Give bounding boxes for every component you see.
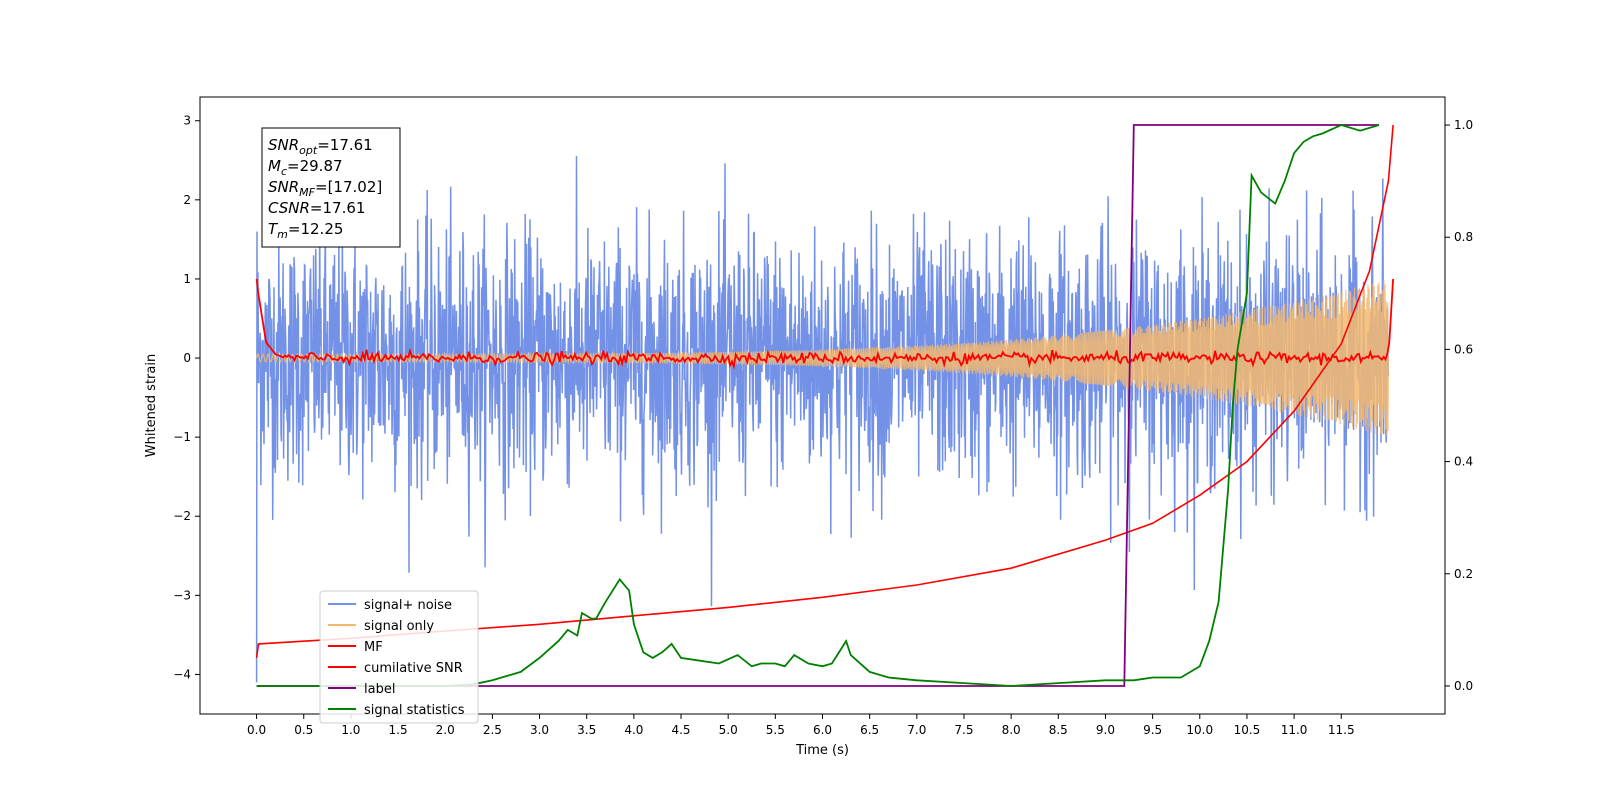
y-tick-label: 3	[183, 114, 191, 128]
x-tick-label: 5.5	[766, 723, 785, 737]
y2-tick-label: 0.4	[1454, 455, 1473, 469]
legend-entry: signal statistics	[364, 703, 465, 718]
y-tick-label: −4	[173, 667, 191, 681]
x-tick-label: 4.0	[624, 723, 643, 737]
x-tick-label: 5.0	[719, 723, 738, 737]
annotation-line: Tm=12.25	[268, 220, 343, 241]
annotation-frame	[261, 127, 401, 248]
legend-entry: signal only	[364, 619, 434, 634]
series-label	[256, 124, 1379, 687]
annotation-line: SNRopt=17.61	[268, 136, 373, 157]
y2-tick-label: 1.0	[1454, 118, 1473, 132]
y2-tick-label: 0.0	[1454, 679, 1473, 693]
x-tick-label: 0.0	[247, 723, 266, 737]
y-axis-label: Whitened strain	[144, 354, 159, 457]
y-tick-label: 1	[183, 272, 191, 286]
annotation-line: CSNR=17.61	[268, 199, 365, 217]
x-tick-label: 0.5	[294, 723, 313, 737]
y-tick-label: −3	[173, 588, 191, 602]
x-tick-label: 8.5	[1049, 723, 1068, 737]
x-tick-label: 2.5	[483, 723, 502, 737]
axis-ticks: 0.0 0.5 1.0 1.5 2.0 2.5 3.0 3.5 4.0 4.5 5.0 5.5 6.0 6…	[173, 114, 1473, 737]
series-signal-statistics	[256, 124, 1380, 687]
x-tick-label: 9.0	[1096, 723, 1115, 737]
x-tick-label: 7.5	[954, 723, 973, 737]
annotation-line: SNRMF=[17.02]	[268, 178, 382, 199]
y2-tick-label: 0.2	[1454, 567, 1473, 581]
annotation-line: Mc=29.87	[268, 157, 343, 178]
series-mf	[255, 278, 1394, 370]
x-axis-label: Time (s)	[795, 743, 849, 758]
y-tick-label: −1	[173, 430, 191, 444]
y-tick-label: 2	[183, 193, 191, 207]
y-tick-label: 0	[183, 351, 191, 365]
x-tick-label: 8.0	[1002, 723, 1021, 737]
x-tick-label: 11.0	[1281, 723, 1308, 737]
legend-entry: label	[364, 682, 395, 697]
x-tick-label: 10.0	[1186, 723, 1213, 737]
x-tick-label: 3.0	[530, 723, 549, 737]
legend-entry: signal+ noise	[364, 598, 452, 613]
x-tick-label: 10.5	[1234, 723, 1261, 737]
x-tick-label: 11.5	[1328, 723, 1355, 737]
legend: signal+ noise signal only MF cumilative SNR…	[319, 590, 479, 724]
y-tick-label: −2	[173, 509, 191, 523]
y2-tick-label: 0.8	[1454, 230, 1473, 244]
x-tick-label: 6.5	[860, 723, 879, 737]
legend-frame	[319, 590, 479, 724]
x-tick-label: 3.5	[577, 723, 596, 737]
x-tick-label: 9.5	[1143, 723, 1162, 737]
x-tick-label: 4.5	[671, 723, 690, 737]
x-tick-label: 1.5	[389, 723, 408, 737]
x-tick-label: 6.0	[813, 723, 832, 737]
y2-tick-label: 0.6	[1454, 342, 1473, 356]
annotation-box: SNRopt=17.61Mc=29.87SNRMF=[17.02]CSNR=17…	[261, 127, 401, 248]
x-tick-label: 7.0	[907, 723, 926, 737]
legend-entry: MF	[364, 640, 383, 655]
legend-entry: cumilative SNR	[364, 661, 463, 676]
x-tick-label: 2.0	[436, 723, 455, 737]
x-tick-label: 1.0	[341, 723, 360, 737]
